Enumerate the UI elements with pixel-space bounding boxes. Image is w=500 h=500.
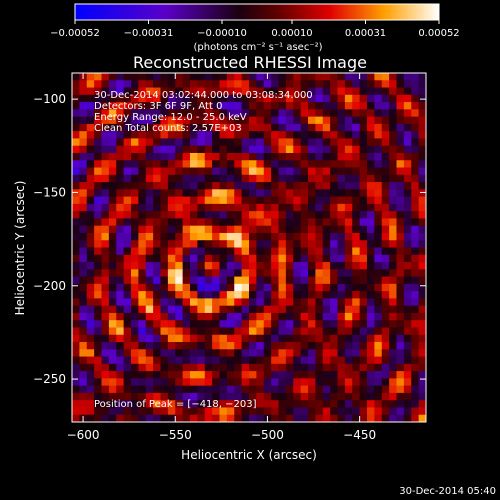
annotation-line: 30-Dec-2014 03:02:44.000 to 03:08:34.000 — [94, 90, 313, 101]
annotation-line: Clean Total counts: 2.57E+03 — [94, 123, 242, 134]
axis-ticks: −600 −550 −500 −450 −100 −150 −200 −250 — [33, 73, 426, 442]
annotation-line: Detectors: 3F 6F 9F, Att 0 — [94, 101, 222, 112]
y-tick-label: −150 — [33, 185, 66, 199]
x-axis-label: Heliocentric X (arcsec) — [181, 448, 317, 462]
colorbar-tick-label: 0.00031 — [345, 28, 386, 39]
colorbar-tick-label: −0.00010 — [197, 28, 247, 39]
plot-frame — [71, 72, 427, 423]
colorbar — [74, 3, 440, 21]
y-axis-label: Heliocentric Y (arcsec) — [13, 181, 27, 316]
footer-timestamp: 30-Dec-2014 05:40 — [399, 486, 496, 497]
colorbar-tick-label: −0.00031 — [124, 28, 174, 39]
peak-position-label: Position of Peak = [−418, −203] — [94, 399, 257, 410]
x-tick-label: −550 — [159, 428, 192, 442]
annotation-line: Energy Range: 12.0 - 25.0 keV — [94, 112, 247, 123]
colorbar-tick-label: −0.00052 — [50, 28, 100, 39]
x-tick-label: −600 — [67, 428, 100, 442]
y-tick-label: −200 — [33, 279, 66, 293]
colorbar-tick-label: 0.00010 — [271, 28, 312, 39]
y-tick-label: −100 — [33, 92, 66, 106]
x-tick-label: −500 — [251, 428, 284, 442]
y-tick-label: −250 — [33, 372, 66, 386]
colorbar-tick-label: 0.00052 — [418, 28, 459, 39]
chart-title: Reconstructed RHESSI Image — [133, 53, 367, 72]
x-tick-label: −450 — [343, 428, 376, 442]
colorbar-ticks: −0.00052 −0.00031 −0.00010 0.00010 0.00031 0.… — [50, 20, 460, 39]
annotation-block: 30-Dec-2014 03:02:44.000 to 03:08:34.000… — [94, 90, 313, 134]
colorbar-unit-label: (photons cm⁻² s⁻¹ asec⁻²) — [193, 42, 322, 53]
heatmap-image — [72, 73, 426, 422]
